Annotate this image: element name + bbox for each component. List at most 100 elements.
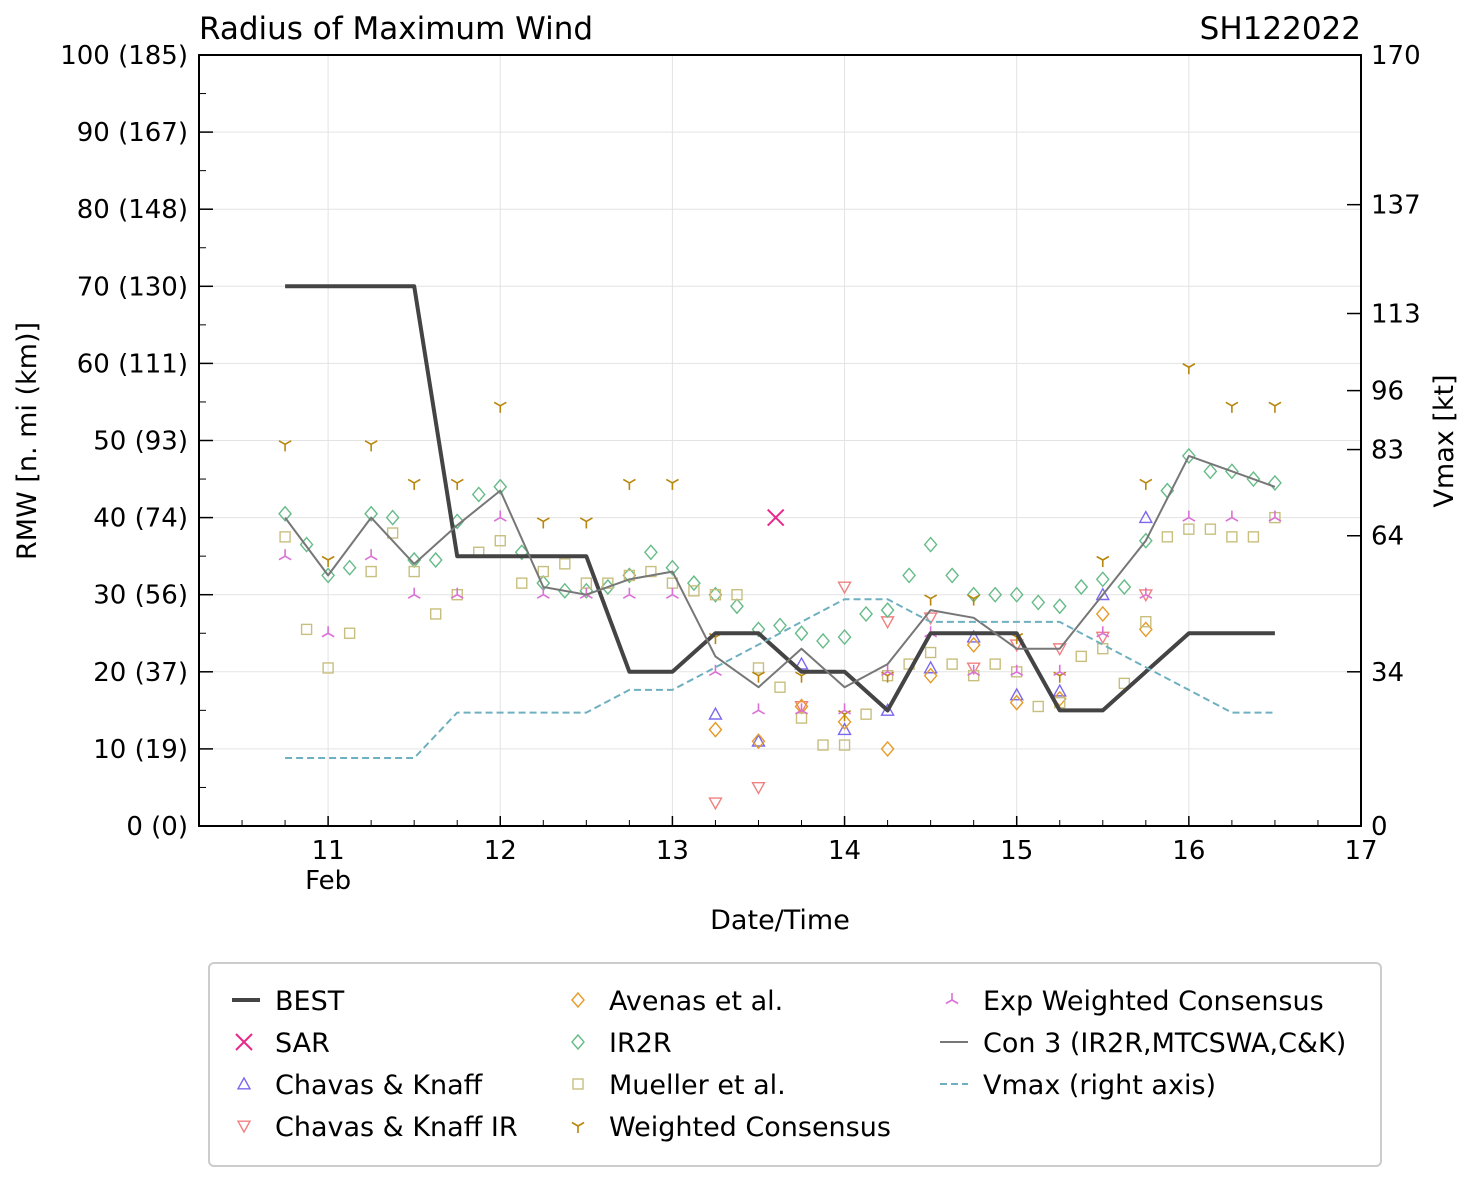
y-tick-label: 10 (19) bbox=[93, 735, 188, 765]
point-ir2r bbox=[1009, 586, 1024, 603]
point-vmax-right-axis bbox=[671, 689, 673, 691]
point-weighted-consensus bbox=[1139, 478, 1153, 490]
point-chavas-knaff bbox=[1095, 587, 1110, 601]
chart-title: Radius of Maximum Wind bbox=[199, 11, 593, 47]
point-exp-weighted-consensus-stroke bbox=[1274, 516, 1282, 522]
point-weighted-consensus bbox=[536, 517, 550, 529]
point-mueller-et-al bbox=[752, 662, 765, 674]
point-exp-weighted-consensus bbox=[751, 703, 765, 715]
point-avenas-et-al bbox=[923, 667, 938, 684]
point-weighted-consensus-stroke bbox=[278, 440, 286, 446]
point-exp-weighted-consensus bbox=[708, 664, 722, 676]
point-vmax-right-axis bbox=[413, 757, 415, 759]
y-tick-label: 50 (93) bbox=[93, 427, 188, 457]
legend-swatch-sar-stroke bbox=[235, 1033, 253, 1051]
point-ir2r bbox=[751, 621, 766, 638]
point-vmax-right-axis bbox=[456, 712, 458, 714]
point-avenas-et-al bbox=[751, 733, 766, 750]
point-avenas-et-al bbox=[708, 721, 723, 738]
point-ir2r bbox=[880, 602, 895, 619]
point-con-3-ir2r-mtcswa-c-k bbox=[1274, 486, 1276, 488]
legend-label-mueller-et-al: Mueller et al. bbox=[609, 1070, 786, 1101]
point-weighted-consensus-stroke bbox=[924, 594, 932, 600]
y2-tick-label: 137 bbox=[1371, 191, 1421, 221]
point-chavas-knaff bbox=[1052, 683, 1067, 697]
y2-tick-label: 113 bbox=[1371, 300, 1421, 330]
point-mueller-et-al bbox=[1075, 650, 1087, 663]
point-exp-weighted-consensus bbox=[1225, 510, 1239, 522]
point-ir2r bbox=[1268, 474, 1282, 491]
x-tick-label: 15 bbox=[1000, 836, 1033, 866]
legend-label-con-3-ir2r-mtcswa-c-k: Con 3 (IR2R,MTCSWA,C&K) bbox=[983, 1028, 1346, 1059]
legend-swatch-exp-weighted-consensus bbox=[945, 993, 959, 1005]
point-weighted-consensus bbox=[1225, 401, 1239, 413]
point-ir2r bbox=[988, 586, 1003, 603]
point-exp-weighted-consensus-stroke bbox=[1096, 632, 1104, 638]
line-vmax-right-axis bbox=[285, 598, 1275, 759]
point-exp-weighted-consensus bbox=[1182, 510, 1196, 522]
point-exp-weighted-consensus-stroke bbox=[1102, 632, 1110, 638]
point-vmax-right-axis bbox=[1145, 666, 1147, 668]
point-exp-weighted-consensus-stroke bbox=[967, 671, 975, 676]
y2-tick-label: 96 bbox=[1371, 377, 1404, 407]
point-weighted-consensus-stroke bbox=[1145, 478, 1153, 484]
legend-item-avenas-et-al: Avenas et al. bbox=[571, 986, 783, 1017]
legend-item-ir2r: IR2R bbox=[571, 1028, 672, 1059]
y-axis-title: RMW [n. mi (km)] bbox=[12, 322, 43, 560]
point-con-3-ir2r-mtcswa-c-k bbox=[1059, 648, 1061, 650]
point-con-3-ir2r-mtcswa-c-k bbox=[1102, 594, 1104, 596]
point-weighted-consensus-stroke bbox=[1139, 478, 1147, 484]
legend-swatch-sar bbox=[235, 1033, 253, 1051]
point-exp-weighted-consensus bbox=[1096, 626, 1110, 638]
point-exp-weighted-consensus-stroke bbox=[1059, 671, 1067, 676]
point-weighted-consensus-stroke bbox=[413, 478, 421, 484]
point-weighted-consensus-stroke bbox=[364, 440, 372, 446]
point-exp-weighted-consensus bbox=[536, 587, 550, 599]
point-mueller-et-al bbox=[559, 558, 571, 570]
point-best bbox=[456, 555, 458, 557]
point-ir2r bbox=[1203, 463, 1218, 480]
series-con-3-ir2r-mtcswa-c-k bbox=[284, 454, 1276, 689]
point-ir2r bbox=[902, 567, 917, 584]
legend-swatch-weighted-consensus-stroke bbox=[571, 1121, 579, 1127]
y-tick-label: 30 (56) bbox=[93, 581, 188, 611]
point-best bbox=[284, 285, 286, 287]
point-weighted-consensus-stroke bbox=[327, 555, 335, 561]
point-exp-weighted-consensus bbox=[665, 587, 679, 599]
point-exp-weighted-consensus-stroke bbox=[751, 709, 759, 715]
point-exp-weighted-consensus bbox=[967, 664, 981, 676]
point-mueller-et-al bbox=[989, 658, 1001, 670]
point-exp-weighted-consensus-stroke bbox=[327, 632, 335, 638]
point-con-3-ir2r-mtcswa-c-k bbox=[1016, 648, 1018, 650]
point-ir2r bbox=[1138, 532, 1153, 549]
point-con-3-ir2r-mtcswa-c-k bbox=[714, 655, 716, 657]
point-ir2r bbox=[321, 567, 336, 584]
point-weighted-consensus bbox=[967, 594, 981, 606]
point-exp-weighted-consensus-stroke bbox=[758, 709, 765, 715]
x-tick-label: 11 bbox=[312, 836, 345, 866]
point-con-3-ir2r-mtcswa-c-k bbox=[370, 517, 372, 519]
point-best bbox=[930, 632, 932, 634]
legend-label-chavas-knaff-ir: Chavas & Knaff IR bbox=[275, 1112, 518, 1143]
point-weighted-consensus bbox=[751, 671, 765, 683]
point-weighted-consensus-stroke bbox=[450, 478, 458, 484]
legend-item-chavas-knaff: Chavas & Knaff bbox=[236, 1070, 484, 1101]
point-chavas-knaff bbox=[966, 629, 981, 643]
point-mueller-et-al bbox=[408, 565, 420, 578]
point-vmax-right-axis bbox=[757, 644, 759, 646]
point-mueller-et-al bbox=[924, 646, 937, 659]
point-exp-weighted-consensus bbox=[881, 664, 895, 676]
legend-swatch-weighted-consensus bbox=[571, 1121, 585, 1133]
point-exp-weighted-consensus-stroke bbox=[364, 555, 372, 561]
point-weighted-consensus-stroke bbox=[1268, 401, 1276, 407]
legend-box bbox=[208, 962, 1382, 1167]
point-vmax-right-axis bbox=[1231, 712, 1233, 714]
point-weighted-consensus-stroke bbox=[751, 671, 759, 677]
point-ir2r bbox=[1031, 594, 1046, 611]
point-weighted-consensus-stroke bbox=[758, 671, 765, 677]
point-mueller-et-al bbox=[494, 535, 506, 547]
point-best bbox=[844, 671, 846, 673]
series-vmax-right-axis bbox=[285, 598, 1275, 759]
point-chavas-knaff-ir bbox=[966, 662, 981, 676]
